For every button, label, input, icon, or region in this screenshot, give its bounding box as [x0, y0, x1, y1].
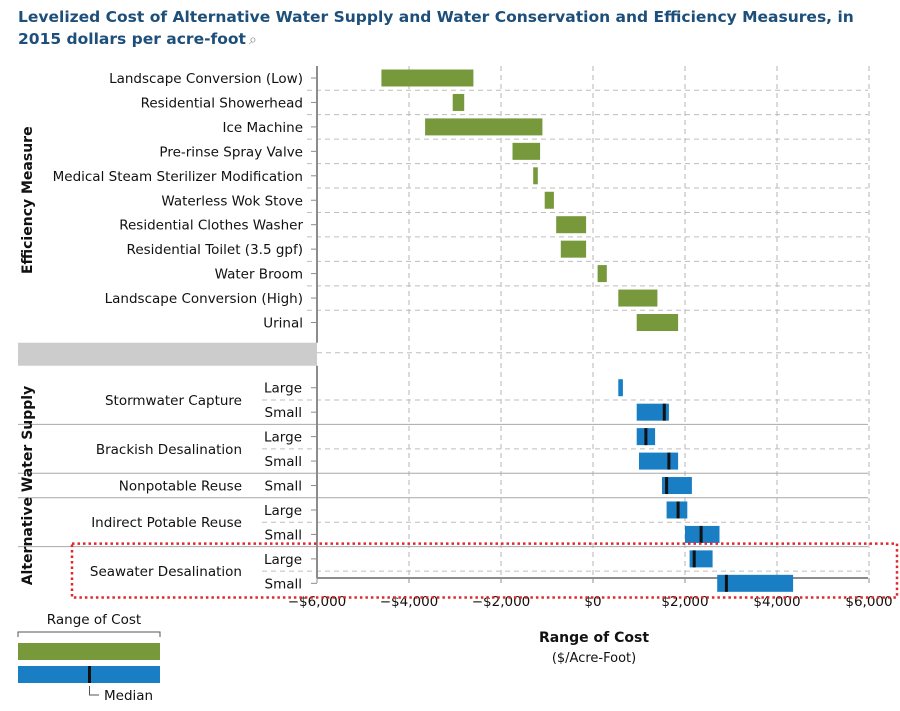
size-label: Small	[265, 576, 303, 592]
range-bar	[381, 69, 474, 87]
range-bar	[618, 379, 623, 397]
row-label: Landscape Conversion (Low)	[109, 71, 303, 87]
row-label: Residential Toilet (3.5 gpf)	[127, 242, 303, 258]
category-label: Indirect Potable Reuse	[91, 515, 242, 531]
x-axis-units: ($/Acre-Foot)	[552, 651, 636, 666]
row-label: Waterless Wok Stove	[161, 193, 303, 209]
group-title-supply: Alternative Water Supply	[20, 386, 36, 586]
chart-title: Levelized Cost of Alternative Water Supp…	[18, 6, 888, 51]
legend-median-label: Median	[104, 688, 153, 704]
size-label: Small	[265, 527, 303, 543]
legend-median-pointer	[89, 686, 99, 696]
row-label: Pre-rinse Spray Valve	[159, 144, 303, 160]
median-marker	[699, 525, 703, 543]
row-label: Ice Machine	[222, 120, 303, 136]
range-bar	[425, 118, 543, 136]
x-tick-label: −$6,000	[288, 594, 347, 610]
range-bar	[662, 477, 692, 495]
group-divider	[18, 342, 317, 366]
median-marker	[665, 477, 669, 495]
size-label: Large	[264, 430, 302, 446]
range-bar	[560, 240, 587, 258]
row-label: Water Broom	[215, 267, 303, 283]
category-label: Seawater Desalination	[90, 564, 242, 580]
chart-title-text: Levelized Cost of Alternative Water Supp…	[18, 8, 854, 48]
median-marker	[662, 403, 666, 421]
size-label: Small	[265, 405, 303, 421]
category-label: Brackish Desalination	[96, 442, 242, 458]
size-label: Small	[265, 454, 303, 470]
range-bar	[452, 93, 465, 111]
range-bar	[533, 167, 538, 185]
range-bar	[636, 403, 669, 421]
median-marker	[667, 452, 671, 470]
range-bar	[556, 216, 587, 234]
magnifier-icon[interactable]: ⌕	[248, 32, 257, 48]
range-bar	[618, 289, 658, 307]
size-label: Large	[264, 503, 302, 519]
range-bar	[512, 142, 541, 160]
row-label: Landscape Conversion (High)	[105, 291, 303, 307]
size-label: Large	[264, 381, 302, 397]
range-bar	[639, 452, 679, 470]
group-title-efficiency: Efficiency Measure	[20, 126, 36, 274]
row-label: Urinal	[263, 316, 303, 332]
highlight-box	[70, 542, 899, 599]
category-label: Stormwater Capture	[105, 393, 242, 409]
row-label: Medical Steam Sterilizer Modification	[53, 169, 303, 185]
median-marker	[676, 501, 680, 519]
x-tick-label: $6,000	[845, 594, 892, 610]
category-label: Nonpotable Reuse	[119, 479, 242, 495]
legend-bracket	[17, 631, 161, 637]
size-label: Small	[265, 479, 303, 495]
x-axis-title: Range of Cost	[539, 630, 649, 646]
row-label: Residential Clothes Washer	[119, 218, 303, 234]
x-tick-label: $4,000	[753, 594, 800, 610]
legend-range-label: Range of Cost	[47, 612, 141, 628]
legend-swatch-efficiency	[18, 643, 160, 660]
row-label: Residential Showerhead	[141, 95, 303, 111]
median-marker	[724, 574, 728, 592]
median-marker	[644, 428, 648, 446]
range-bar	[544, 191, 554, 209]
legend-median-marker	[88, 666, 91, 683]
range-bar	[636, 314, 679, 331]
range-bar	[717, 574, 794, 592]
range-bar	[597, 265, 607, 283]
median-marker	[692, 550, 696, 568]
size-label: Large	[264, 552, 302, 568]
